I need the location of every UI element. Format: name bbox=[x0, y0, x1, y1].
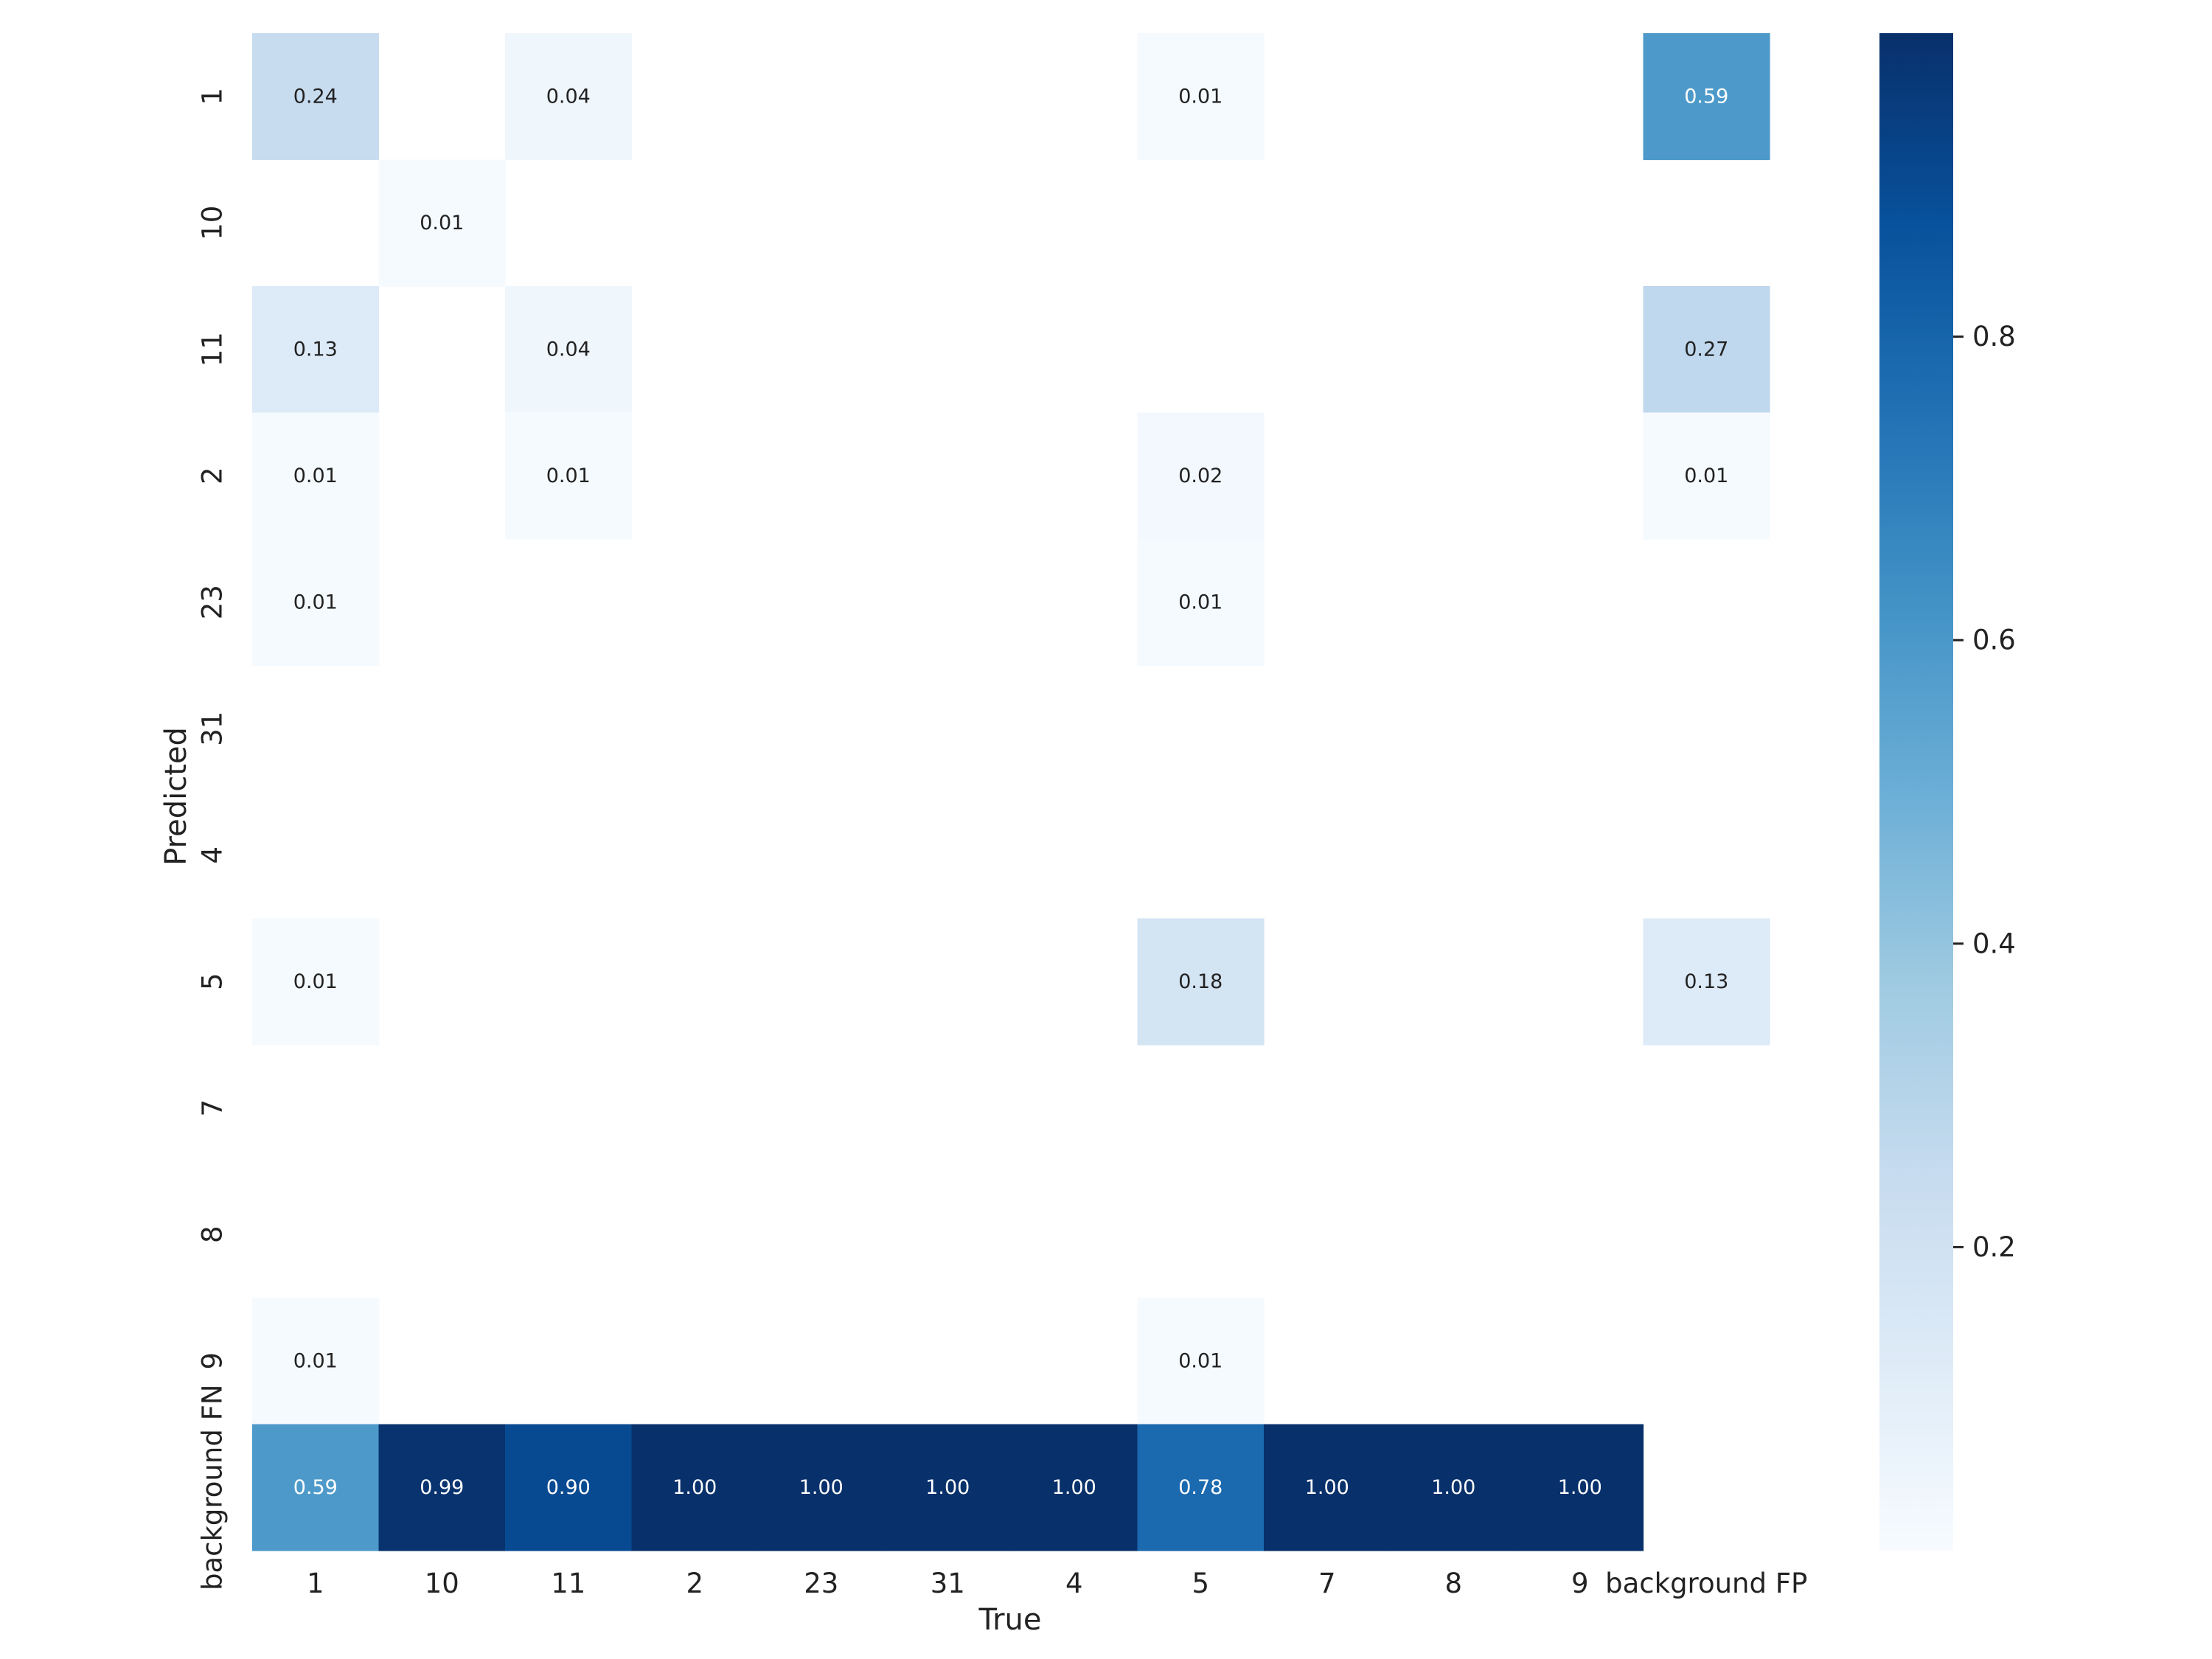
heatmap-cell bbox=[1011, 1424, 1138, 1551]
heatmap-cell bbox=[1390, 1424, 1517, 1551]
cell-value-label: 0.27 bbox=[1684, 338, 1728, 361]
cell-value-label: 0.59 bbox=[293, 1476, 338, 1499]
heatmap-cell bbox=[631, 1424, 759, 1551]
heatmap-cell bbox=[1643, 286, 1770, 414]
colorbar-tick-label: 0.2 bbox=[1972, 1231, 2016, 1263]
heatmap-cell bbox=[252, 412, 380, 540]
heatmap-cells bbox=[252, 33, 1770, 1551]
heatmap-cell bbox=[505, 412, 633, 540]
heatmap-cell bbox=[252, 33, 380, 161]
y-tick-label: background FN bbox=[197, 1384, 229, 1590]
x-tick-label: 31 bbox=[931, 1568, 965, 1599]
x-tick-label: 5 bbox=[1192, 1568, 1209, 1599]
y-tick-label: 9 bbox=[197, 1352, 229, 1370]
cell-value-label: 0.01 bbox=[1684, 465, 1728, 487]
cell-value-label: 0.99 bbox=[420, 1476, 464, 1499]
cell-value-label: 1.00 bbox=[672, 1476, 717, 1499]
heatmap-cell bbox=[1137, 33, 1265, 161]
cell-value-label: 0.13 bbox=[293, 338, 338, 361]
y-tick-label: 7 bbox=[197, 1099, 229, 1117]
cell-value-label: 1.00 bbox=[1558, 1476, 1602, 1499]
heatmap-cell bbox=[1643, 918, 1770, 1046]
cell-value-label: 0.01 bbox=[1178, 1349, 1222, 1372]
y-tick-label: 5 bbox=[197, 973, 229, 990]
y-tick-label: 11 bbox=[197, 332, 229, 366]
cell-value-label: 0.24 bbox=[293, 85, 338, 108]
heatmap-cell bbox=[1137, 918, 1265, 1046]
heatmap-cell bbox=[1137, 1424, 1265, 1551]
heatmap-cell bbox=[505, 33, 633, 161]
heatmap-cell bbox=[1643, 33, 1770, 161]
cell-value-label: 1.00 bbox=[1052, 1476, 1096, 1499]
heatmap-cell bbox=[1137, 412, 1265, 540]
cell-value-label: 0.18 bbox=[1178, 970, 1222, 993]
heatmap-cell bbox=[1643, 412, 1770, 540]
x-tick-label: 9 bbox=[1571, 1568, 1589, 1599]
heatmap-cell bbox=[505, 1424, 633, 1551]
cell-value-label: 0.13 bbox=[1684, 970, 1728, 993]
x-tick-label: 11 bbox=[551, 1568, 585, 1599]
cell-value-label: 0.01 bbox=[1178, 85, 1222, 108]
y-tick-labels: 1 10 11 2 23 31 4 5 7 8 9 background FN bbox=[197, 88, 229, 1590]
y-tick-label: 1 bbox=[197, 88, 229, 105]
colorbar-tick-label: 0.6 bbox=[1972, 625, 2016, 656]
x-tick-label: 10 bbox=[425, 1568, 459, 1599]
heatmap-cell bbox=[378, 1424, 506, 1551]
y-tick-label: 2 bbox=[197, 467, 229, 484]
colorbar-tick-label: 0.8 bbox=[1972, 321, 2016, 352]
x-tick-label: 7 bbox=[1318, 1568, 1336, 1599]
cell-value-label: 0.01 bbox=[293, 591, 338, 613]
heatmap-cell bbox=[1264, 1424, 1391, 1551]
cell-value-label: 0.01 bbox=[293, 1349, 338, 1372]
cell-value-label: 0.01 bbox=[420, 212, 464, 234]
y-axis-label: Predicted bbox=[159, 727, 193, 866]
x-tick-label: 2 bbox=[686, 1568, 703, 1599]
y-tick-label: 8 bbox=[197, 1225, 229, 1243]
heatmap-cell bbox=[378, 159, 506, 287]
cell-value-label: 0.78 bbox=[1178, 1476, 1222, 1499]
heatmap-cell bbox=[252, 918, 380, 1046]
heatmap-cell bbox=[1517, 1424, 1644, 1551]
heatmap-cell bbox=[1137, 539, 1265, 667]
cell-value-label: 1.00 bbox=[799, 1476, 844, 1499]
cell-value-label: 0.01 bbox=[546, 465, 591, 487]
colorbar-tick-label: 0.4 bbox=[1972, 928, 2016, 959]
colorbar: 0.2 0.4 0.6 0.8 bbox=[1879, 33, 2016, 1551]
y-tick-label: 10 bbox=[197, 206, 229, 240]
x-tick-label: 8 bbox=[1444, 1568, 1462, 1599]
heatmap-value-labels: 0.24 0.04 0.01 0.59 0.01 0.13 0.04 0.27 0.01 0.01… bbox=[293, 85, 1729, 1499]
x-tick-label: 4 bbox=[1065, 1568, 1083, 1599]
heatmap-cell bbox=[252, 1298, 380, 1425]
heatmap-cell bbox=[1137, 1298, 1265, 1425]
cell-value-label: 0.01 bbox=[293, 970, 338, 993]
cell-value-label: 0.04 bbox=[546, 338, 591, 361]
cell-value-label: 0.90 bbox=[546, 1476, 591, 1499]
x-tick-label: 1 bbox=[307, 1568, 324, 1599]
cell-value-label: 0.04 bbox=[546, 85, 591, 108]
cell-value-label: 1.00 bbox=[925, 1476, 970, 1499]
x-axis-label: True bbox=[978, 1603, 1042, 1637]
heatmap-cell bbox=[505, 286, 633, 414]
colorbar-gradient bbox=[1879, 33, 1953, 1551]
y-tick-label: 4 bbox=[197, 846, 229, 864]
heatmap-cell bbox=[252, 539, 380, 667]
heatmap-cell bbox=[252, 286, 380, 414]
y-tick-label: 31 bbox=[197, 712, 229, 746]
x-tick-label: 23 bbox=[804, 1568, 838, 1599]
cell-value-label: 1.00 bbox=[1305, 1476, 1349, 1499]
cell-value-label: 0.01 bbox=[1178, 591, 1222, 613]
cell-value-label: 0.01 bbox=[293, 465, 338, 487]
heatmap-cell bbox=[252, 1424, 380, 1551]
x-tick-labels: 1 10 11 2 23 31 4 5 7 8 9 background FP bbox=[307, 1568, 1807, 1599]
heatmap-cell bbox=[758, 1424, 886, 1551]
colorbar-ticks: 0.2 0.4 0.6 0.8 bbox=[1953, 321, 2016, 1263]
cell-value-label: 0.59 bbox=[1684, 85, 1728, 108]
cell-value-label: 1.00 bbox=[1431, 1476, 1475, 1499]
y-tick-label: 23 bbox=[197, 585, 229, 619]
cell-value-label: 0.02 bbox=[1178, 465, 1222, 487]
x-tick-label: background FP bbox=[1605, 1568, 1807, 1599]
heatmap-cell bbox=[884, 1424, 1012, 1551]
